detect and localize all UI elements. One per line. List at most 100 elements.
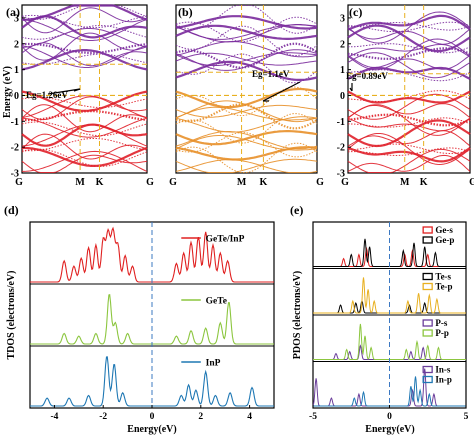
conduction-band-11: [175, 24, 318, 40]
conduction-band-10: [348, 21, 471, 33]
valence-band-11: [21, 133, 148, 160]
x-tick-label: -5: [309, 412, 317, 422]
y-axis-label-a: Energy (eV): [2, 66, 13, 118]
valence-band-1: [347, 90, 471, 102]
conduction-band-12: [347, 14, 471, 31]
band-structure-panel-b: (b) Eg=1.1eV G M K G: [169, 4, 324, 188]
legend-swatch: [422, 319, 433, 327]
valence-band-7: [175, 113, 318, 144]
conduction-band-1: [347, 69, 471, 82]
y-tick-label: 3: [14, 13, 19, 24]
conduction-band-6: [21, 27, 148, 48]
conduction-band-12: [22, 4, 148, 21]
valence-band-8: [21, 123, 148, 147]
y-tick-label: 0: [14, 91, 19, 102]
valence-band-5: [21, 104, 148, 133]
conduction-band-13: [21, 5, 148, 20]
conduction-band-8: [347, 24, 471, 53]
valence-band-2: [347, 93, 471, 120]
y-tick-label: 2: [340, 39, 345, 50]
x-tick-label: 0: [387, 412, 392, 422]
legend-label: P-s: [435, 318, 447, 328]
legend-label: Ge-p: [435, 235, 454, 245]
conduction-band-1: [21, 53, 148, 65]
gap-label-a: Eg=1.26eV: [26, 90, 68, 100]
valence-band-14: [21, 154, 148, 173]
conduction-band-7: [348, 43, 471, 54]
panel-label-b: (b): [178, 5, 193, 19]
conduction-band-3: [21, 45, 148, 68]
valence-band-12: [175, 146, 318, 161]
legend-swatch: [422, 272, 433, 281]
x-tick-label: 4: [247, 412, 252, 422]
conduction-band-12: [175, 15, 318, 30]
panel-label-c: (c): [349, 5, 362, 19]
valence-band-12: [22, 146, 148, 167]
kpoint-label: K: [260, 177, 268, 188]
valence-band-3: [21, 95, 148, 119]
gap-arrow: [47, 88, 81, 95]
legend-label: Te-p: [435, 282, 452, 292]
x-axis-label-e: Energy(eV): [365, 424, 414, 435]
conduction-band-11: [347, 11, 471, 44]
legend-label: In-s: [435, 365, 451, 375]
legend-label: Te-s: [435, 272, 451, 282]
valence-band-8: [175, 130, 318, 146]
valence-band-4: [347, 113, 471, 127]
valence-band-8: [347, 119, 471, 148]
kpoint-label: K: [420, 177, 428, 188]
valence-band-6: [175, 116, 318, 133]
valence-band-15: [22, 150, 148, 172]
valence-band-5: [175, 106, 318, 121]
gap-arrow: [262, 81, 301, 102]
valence-band-12: [347, 146, 471, 163]
legend-swatch: [422, 375, 433, 384]
x-tick-label: 5: [464, 412, 469, 422]
conduction-band-4: [175, 42, 318, 69]
pdos-panel-e: (e) PDOS (electrons/eV) Energy(eV) Ge-sG…: [290, 203, 469, 435]
conduction-band-2: [347, 52, 471, 79]
kpoint-label: G: [341, 177, 349, 188]
kpoint-label: G: [146, 177, 154, 188]
kpoint-label: K: [96, 177, 104, 188]
conduction-band-5: [347, 38, 471, 71]
kpoint-label: G: [469, 177, 474, 188]
conduction-band-11: [21, 7, 148, 34]
valence-band-7: [21, 121, 148, 137]
legend-swatch: [422, 226, 433, 234]
x-tick-label: -4: [50, 412, 58, 422]
y-tick-label: 3: [340, 13, 345, 24]
gap-arrow: [73, 88, 81, 92]
valence-band-15: [175, 159, 318, 173]
conduction-band-1: [175, 53, 318, 84]
y-tick-label: 1: [340, 65, 345, 76]
conduction-band-3: [347, 54, 471, 70]
panel-label-d: (d): [4, 203, 19, 217]
valence-band-9: [21, 124, 148, 147]
legend-swatch: [422, 365, 433, 374]
conduction-band-6: [347, 44, 471, 58]
panel-label-a: (a): [6, 5, 20, 19]
kpoint-label: M: [237, 177, 247, 188]
conduction-band-13: [175, 5, 318, 34]
legend-label: P-p: [435, 328, 449, 338]
conduction-band-8: [175, 24, 318, 40]
conduction-band-0: [21, 49, 148, 71]
kpoint-label: M: [75, 177, 85, 188]
conduction-band-9: [21, 18, 148, 41]
valence-band-10: [21, 138, 148, 152]
valence-band-10: [347, 143, 471, 154]
y-tick-label: -2: [11, 143, 19, 154]
kpoint-label: G: [15, 177, 23, 188]
conduction-band-7: [175, 25, 318, 57]
y-axis-label-d: TDOS (electrons/eV): [6, 271, 17, 360]
valence-band-7: [348, 117, 471, 128]
legend-label: InP: [206, 359, 221, 369]
valence-band-13: [175, 142, 318, 173]
y-tick-label: -3: [11, 169, 19, 180]
legend-swatch: [422, 282, 433, 291]
y-tick-label: -2: [337, 143, 345, 154]
